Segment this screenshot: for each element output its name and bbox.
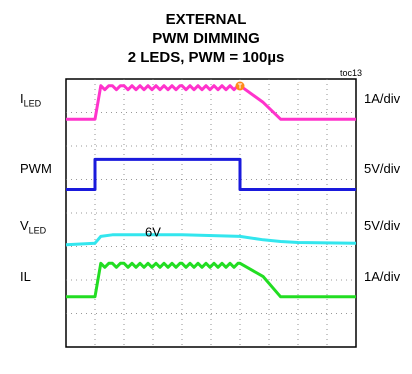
- trigger-marker-icon: [235, 81, 245, 91]
- trigger-marker-label: T: [238, 84, 243, 91]
- chart-title-line-3: 2 LEDS, PWM = 100µs: [127, 49, 285, 66]
- plot-grid: [66, 79, 356, 347]
- trace-label-il: IL: [20, 268, 31, 284]
- trace-label-pwm: PWM: [20, 161, 52, 177]
- trace-label-subscript: LED: [23, 98, 42, 109]
- trace-iled: [66, 84, 356, 121]
- trace-vled: [65, 233, 357, 247]
- trace-scale-pwm: 5V/div: [364, 161, 401, 177]
- trace-pwm: [66, 157, 356, 192]
- trace-scale-vled: 5V/div: [364, 218, 401, 234]
- trace-label-vled: VLED: [20, 218, 47, 236]
- chart-title-line-1: EXTERNAL: [165, 11, 247, 28]
- trace-scale-iled: 1A/div: [364, 91, 401, 107]
- figure-id: toc13: [340, 68, 363, 78]
- trace-label-subscript: LED: [28, 225, 47, 236]
- trigger-marker: T: [235, 81, 245, 91]
- trace-label-iled: ILED: [20, 91, 42, 109]
- plot-traces: [65, 84, 357, 299]
- trace-il: [66, 261, 356, 299]
- chart-title-line-2: PWM DIMMING: [152, 30, 260, 47]
- annotation-6v: 6V: [145, 224, 161, 239]
- trace-scale-il: 1A/div: [364, 268, 401, 284]
